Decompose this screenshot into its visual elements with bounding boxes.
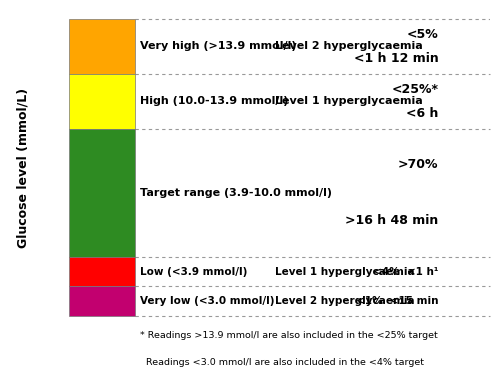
Text: Very low (<3.0 mmol/l): Very low (<3.0 mmol/l) — [140, 296, 274, 306]
Bar — [68, 74, 135, 129]
Text: Readings <3.0 mmol/l are also included in the <4% target: Readings <3.0 mmol/l are also included i… — [140, 358, 424, 367]
Text: <5%: <5% — [406, 28, 438, 41]
Text: Level 1 hyperglycaemia: Level 1 hyperglycaemia — [275, 266, 414, 276]
Text: >70%: >70% — [398, 158, 438, 171]
Text: >16 h 48 min: >16 h 48 min — [345, 214, 438, 227]
Text: Very high (>13.9 mmol/l): Very high (>13.9 mmol/l) — [140, 41, 296, 51]
Text: Low (<3.9 mmol/l): Low (<3.9 mmol/l) — [140, 266, 247, 276]
Bar — [68, 19, 135, 74]
Text: <1 h 12 min: <1 h 12 min — [354, 52, 438, 65]
Text: * Readings >13.9 mmol/l are also included in the <25% target: * Readings >13.9 mmol/l are also include… — [140, 331, 438, 340]
Bar — [68, 286, 135, 316]
Text: Level 1 hyperglycaemia: Level 1 hyperglycaemia — [275, 96, 423, 106]
Bar — [68, 257, 135, 286]
Text: <6 h: <6 h — [406, 107, 438, 120]
Text: Glucose level (mmol/L): Glucose level (mmol/L) — [17, 88, 30, 248]
Text: Target range (3.9-10.0 mmol/l): Target range (3.9-10.0 mmol/l) — [140, 188, 332, 198]
Text: <4%  <1 h¹: <4% <1 h¹ — [373, 266, 438, 276]
Text: <25%*: <25%* — [392, 83, 438, 96]
Text: <1%  <15 min: <1% <15 min — [356, 296, 438, 306]
Text: High (10.0-13.9 mmol/l): High (10.0-13.9 mmol/l) — [140, 96, 288, 106]
Text: Level 2 hyperglycaemia: Level 2 hyperglycaemia — [275, 41, 423, 51]
Text: Level 2 hyperglycaemia: Level 2 hyperglycaemia — [275, 296, 414, 306]
Bar — [68, 129, 135, 257]
